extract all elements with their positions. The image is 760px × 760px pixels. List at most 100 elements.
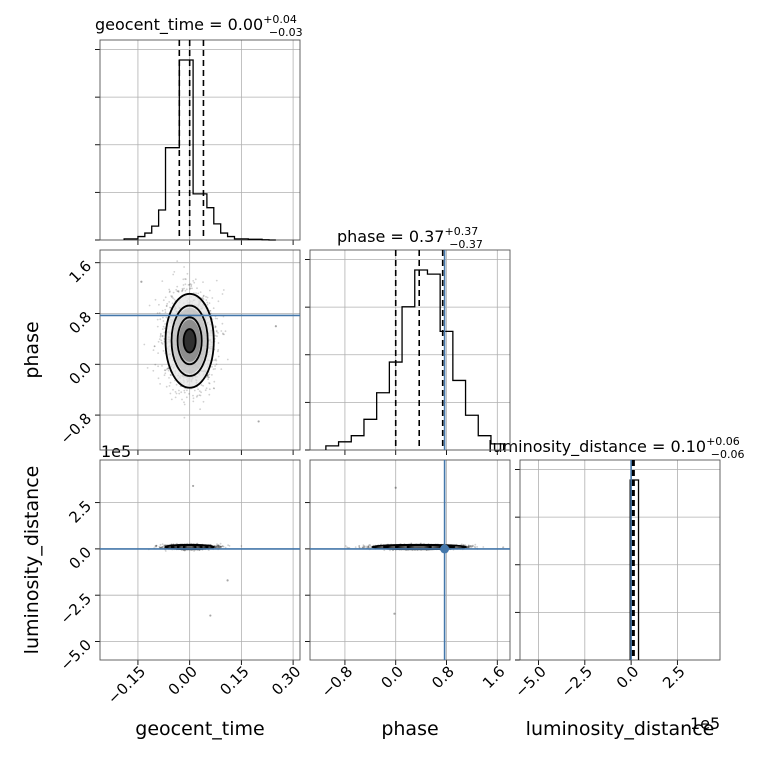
sample-point (157, 340, 160, 343)
sample-point (189, 288, 191, 290)
sample-point (199, 291, 202, 293)
sample-point (227, 544, 230, 546)
tick-label-luminosity_distance: 2.5 (65, 497, 95, 527)
sample-point (208, 376, 210, 379)
sample-point (187, 284, 190, 286)
tick-label-phase: 0.0 (377, 662, 407, 692)
sample-point (471, 545, 473, 547)
sample-point (170, 295, 173, 297)
sample-point (167, 369, 170, 372)
sample-point (171, 295, 174, 298)
sample-point (466, 546, 469, 548)
tick-label-phase: 1.6 (65, 257, 95, 287)
sample-point (186, 389, 188, 392)
sample-point (216, 335, 218, 338)
sample-point (215, 363, 218, 366)
sample-point (216, 544, 219, 547)
sample-point (161, 343, 164, 345)
sample-point (199, 408, 202, 411)
title-luminosity-distance: luminosity_distance = 0.10+0.06 −0.06 (488, 435, 745, 461)
sample-point (208, 382, 210, 384)
sample-point (157, 352, 160, 354)
sample-point (161, 335, 164, 338)
sample-point (164, 311, 167, 314)
sample-point (152, 349, 155, 351)
sample-point (464, 544, 466, 546)
sample-point (218, 545, 221, 548)
sample-point (172, 273, 175, 276)
sample-point (169, 381, 172, 384)
sample-point (165, 316, 168, 319)
sample-point (208, 388, 211, 391)
sample-point (220, 330, 223, 332)
title-phase: phase = 0.37+0.37 −0.37 (337, 225, 483, 251)
sample-point (183, 287, 186, 290)
sample-point (164, 308, 167, 311)
sample-point (165, 368, 168, 371)
sample-point (172, 291, 175, 294)
frame-2-2 (519, 459, 721, 661)
sample-point (157, 365, 160, 368)
sample-point (219, 545, 222, 548)
tick-label-luminosity_distance: −5.0 (511, 662, 549, 700)
sample-point (158, 303, 160, 306)
sample-point (188, 393, 190, 395)
sample-point (164, 296, 167, 299)
sample-point (188, 283, 191, 286)
sample-point (183, 416, 186, 419)
sample-point (213, 387, 216, 390)
sample-point (162, 320, 165, 322)
sample-point (162, 545, 165, 548)
sample-point (159, 543, 162, 546)
sample-point (369, 543, 371, 546)
frame-1-0 (99, 249, 301, 451)
panel-geocent_time-phase (140, 260, 277, 423)
sample-point (219, 546, 222, 549)
sample-point (185, 278, 187, 281)
contour-line (176, 316, 203, 366)
sample-point (216, 545, 218, 548)
sample-point (212, 368, 215, 371)
sample-point (184, 283, 187, 286)
sample-point (152, 369, 155, 372)
sample-point (172, 388, 174, 391)
sample-point (160, 546, 163, 549)
sample-point (184, 289, 187, 292)
sample-point (156, 312, 159, 314)
sample-point (175, 288, 178, 291)
sample-point (202, 384, 205, 387)
sample-point (208, 382, 211, 385)
sample-point (143, 343, 146, 346)
sample-point (189, 283, 192, 285)
outlier-point (192, 484, 195, 488)
sample-point (470, 546, 472, 549)
sample-point (222, 289, 225, 291)
sample-point (365, 545, 368, 548)
title-geocent-time: geocent_time = 0.00+0.04 −0.03 (95, 13, 303, 39)
sample-point (169, 290, 171, 293)
sample-point (482, 546, 485, 548)
sample-point (183, 549, 186, 552)
sample-point (163, 544, 166, 546)
sample-point (206, 375, 209, 377)
sample-point (367, 546, 370, 548)
sample-point (462, 543, 465, 546)
sample-point (202, 294, 205, 297)
sample-point (221, 293, 224, 295)
sample-point (216, 545, 218, 547)
sample-point (155, 546, 157, 548)
sample-point (214, 317, 217, 320)
sample-point (161, 328, 164, 330)
sample-point (164, 544, 167, 547)
sample-point (182, 278, 185, 281)
outlier-point (274, 325, 277, 328)
sample-point (214, 546, 217, 548)
outlier-point (257, 420, 260, 423)
sample-point (358, 544, 361, 547)
sample-point (207, 378, 210, 381)
outlier-point (226, 579, 229, 582)
sample-point (201, 297, 204, 299)
sample-point (473, 545, 476, 548)
sample-point (389, 549, 391, 552)
